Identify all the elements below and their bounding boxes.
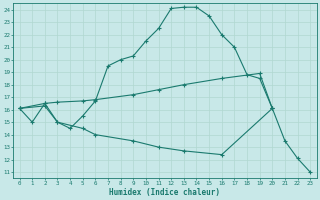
X-axis label: Humidex (Indice chaleur): Humidex (Indice chaleur) [109,188,220,197]
